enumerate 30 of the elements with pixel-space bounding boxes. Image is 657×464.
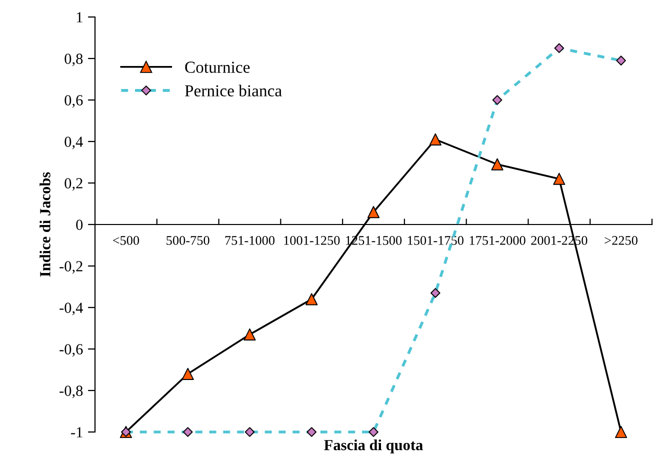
y-tick-label: -0,4 [60,302,83,316]
point [615,426,628,438]
x-tick-label: 500-750 [166,236,210,245]
point [367,206,380,218]
point [182,368,194,380]
x-tick-label: 1751-2000 [470,236,526,245]
y-axis-title: Indice di Jacobs [40,172,50,277]
y-tick-label: -1 [71,427,82,438]
x-tick-label: >2250 [604,236,638,245]
y-tick-label: 0,6 [64,95,83,108]
x-tick-label: 1001-1250 [284,236,340,245]
x-tick-label: <500 [112,236,140,245]
y-tick-label: -0,2 [60,261,82,274]
y-tick-label: 0,8 [64,54,83,66]
y-tick-label: -0,8 [60,386,83,398]
y-tick-label: -0,6 [60,344,83,357]
y-tick-label: 0 [76,220,83,230]
y-tick-label: 0,4 [64,136,83,150]
point [553,172,566,185]
y-tick-label: 1 [76,12,82,22]
x-tick-label: 751-1000 [225,236,275,245]
point [306,293,318,306]
x-axis-title: Fascia di quota [324,439,423,454]
point [491,158,504,170]
point [244,328,256,341]
legend-label: Coturnice [185,62,250,73]
y-tick-label: 0,2 [64,178,82,191]
legend-label: Pernice bianca [184,84,282,96]
x-tick-label: 1501-1750 [408,236,464,245]
point [429,133,442,146]
